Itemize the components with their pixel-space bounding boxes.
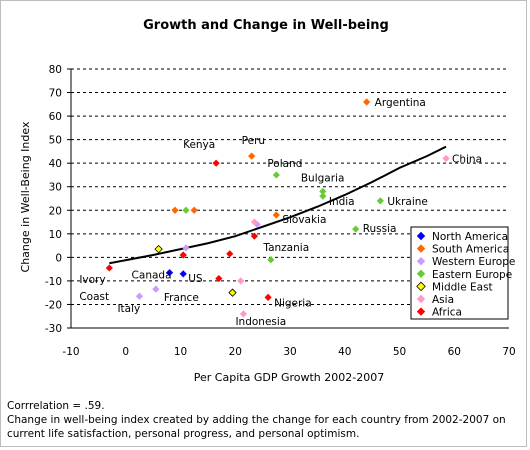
point-label-nigeria: Nigeria: [274, 297, 312, 309]
point-label-india: India: [329, 196, 355, 208]
point-label-peru: Peru: [242, 135, 265, 147]
point-western-europe-2: [182, 244, 190, 252]
point-asia-0: [442, 154, 450, 163]
legend-marker-eastern-europe: [416, 269, 426, 278]
point-south-america-1: [248, 152, 256, 160]
point-eastern-europe-4: [352, 225, 360, 233]
x-tick-label-30: 30: [283, 346, 296, 358]
x-tick-label-50: 50: [393, 346, 406, 358]
chart-notes: Corrrelation = .59. Change in well-being…: [7, 399, 522, 441]
point-label-kenya: Kenya: [183, 139, 215, 151]
point-label-slovakia: Slovakia: [282, 214, 326, 226]
point-eastern-europe-5: [267, 256, 275, 264]
legend-label-eastern-europe: Eastern Europe: [432, 269, 512, 281]
point-eastern-europe-2: [319, 192, 327, 200]
legend-label-africa: Africa: [432, 307, 462, 319]
legend-box: [410, 226, 509, 320]
description-note: Change in well-being index created by ad…: [7, 414, 506, 440]
trendline: [109, 145, 447, 265]
point-africa-3: [226, 250, 234, 258]
point-label-argentina: Argentina: [375, 97, 426, 109]
y-axis-title: Change in Well-Being Index: [19, 121, 32, 272]
y-tick-label-40: 40: [49, 158, 62, 170]
point-labels: Canada US Argentina Peru Slovakia Italy France…: [79, 97, 482, 328]
legend-marker-north-america: [416, 231, 426, 241]
point-south-america-2: [272, 211, 280, 219]
point-label-poland: Poland: [267, 158, 302, 170]
point-africa-1: [105, 264, 113, 272]
y-tick-label-50: 50: [49, 135, 62, 147]
chart-title: Growth and Change in Well-being: [143, 18, 389, 33]
legend-marker-africa: [416, 307, 426, 316]
point-south-america-4: [190, 206, 198, 214]
point-label-tanzania: Tanzania: [262, 242, 309, 254]
y-tick-label-10: 10: [49, 229, 62, 241]
point-middle-east-1: [228, 288, 237, 297]
point-asia-3: [239, 310, 248, 318]
y-tick-label-0: 0: [55, 252, 62, 264]
point-africa-5: [215, 274, 223, 283]
point-middle-east-0: [154, 244, 163, 254]
point-asia-2: [237, 277, 245, 285]
point-south-america-0: [363, 98, 371, 106]
y-tick-label-20: 20: [49, 205, 62, 217]
point-western-europe-1: [152, 285, 160, 293]
point-africa-6: [264, 293, 272, 301]
legend-label-western-europe: Western Europe: [432, 256, 515, 268]
point-label-ukraine: Ukraine: [387, 196, 428, 208]
legend-label-north-america: North America: [432, 231, 508, 243]
y-tick-label-80: 80: [49, 64, 62, 76]
point-eastern-europe-6: [182, 206, 190, 214]
point-label-us: US: [188, 273, 203, 285]
x-tick-label-70: 70: [502, 346, 515, 358]
x-tick-label-20: 20: [229, 346, 242, 358]
point-africa-0: [212, 159, 220, 167]
point-label-bulgaria: Bulgaria: [301, 172, 345, 184]
y-tick-label-30: 30: [49, 182, 62, 194]
y-tick-label-70: 70: [49, 88, 62, 100]
y-tick-label-60: 60: [49, 111, 62, 123]
x-tick-label-60: 60: [448, 346, 461, 358]
data-points: [105, 98, 450, 318]
point-north-america-1: [179, 270, 187, 278]
scatter-chart: -30 -20 -10 0 10 20 30 40 50 60 70 80 -10 0 10 20 30 40 50…: [19, 18, 516, 384]
annotation-coast: Coast: [79, 291, 109, 303]
x-tick-label-0: 0: [122, 346, 129, 358]
gridlines: [71, 68, 509, 305]
legend-marker-western-europe: [416, 257, 426, 266]
x-tick-label--10: -10: [62, 346, 79, 358]
point-eastern-europe-3: [376, 197, 384, 205]
point-label-russia: Russia: [363, 223, 397, 235]
point-label-china: China: [452, 153, 482, 165]
y-tick-label--30: -30: [45, 323, 62, 335]
x-tick-label-40: 40: [338, 346, 351, 358]
point-africa-4: [179, 251, 187, 259]
correlation-note: Corrrelation = .59.: [7, 400, 105, 412]
legend-label-asia: Asia: [432, 294, 454, 306]
trendline-path: [109, 145, 447, 265]
x-tick-label-10: 10: [174, 346, 187, 358]
legend-marker-middle-east: [416, 281, 426, 292]
legend-marker-asia: [416, 294, 426, 304]
axes: -30 -20 -10 0 10 20 30 40 50 60 70 80 -10 0 10 20 30 40 50…: [45, 64, 516, 358]
y-tick-label--10: -10: [45, 276, 62, 288]
x-axis-title: Per Capita GDP Growth 2002-2007: [194, 371, 384, 384]
point-western-europe-0: [135, 292, 144, 300]
point-label-italy: Italy: [117, 303, 140, 315]
point-south-america-3: [171, 206, 179, 214]
legend-label-south-america: South America: [432, 244, 509, 256]
point-label-ivory: Ivory: [79, 274, 105, 286]
point-label-canada: Canada: [132, 270, 172, 282]
legend-marker-south-america: [416, 244, 426, 253]
point-eastern-europe-1: [319, 187, 327, 196]
y-tick-label--20: -20: [45, 299, 62, 311]
point-label-france: France: [164, 292, 199, 304]
point-eastern-europe-0: [272, 171, 280, 179]
legend-label-middle-east: Middle East: [432, 281, 493, 293]
point-north-america-0: [165, 269, 174, 277]
point-label-indonesia: Indonesia: [235, 316, 286, 328]
